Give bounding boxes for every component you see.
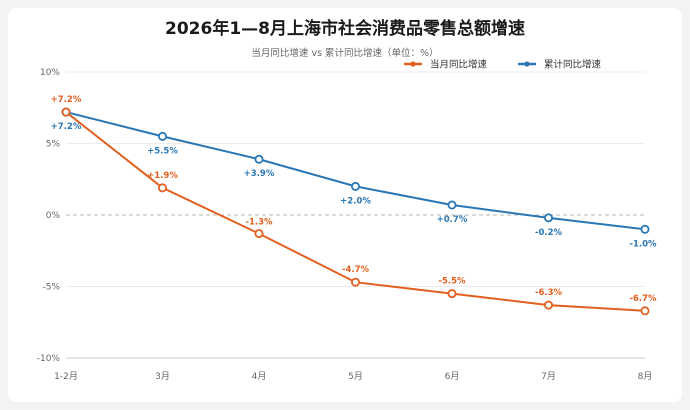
data-point (254, 154, 264, 164)
x-tick-label: 7月 (541, 371, 556, 382)
chart-subtitle: 当月同比增速 vs 累计同比增速（单位：%） (251, 48, 439, 59)
data-point (350, 181, 360, 191)
data-label: -4.7% (342, 265, 370, 275)
data-label: -5.5% (438, 277, 466, 287)
legend-label: 累计同比增速 (544, 59, 602, 71)
x-tick-label: 4月 (252, 371, 267, 382)
data-label: -1.3% (245, 218, 273, 228)
legend-label: 当月同比增速 (430, 59, 488, 71)
data-point (157, 131, 167, 141)
data-point (447, 289, 457, 299)
data-label: -1.0% (629, 239, 657, 249)
data-label: -6.3% (535, 288, 563, 298)
data-label: +7.2% (51, 122, 82, 132)
x-tick-label: 3月 (155, 371, 170, 382)
x-tick-label: 8月 (638, 371, 653, 382)
data-point (254, 229, 264, 239)
data-label: +1.9% (147, 171, 178, 181)
data-point (544, 213, 554, 223)
legend-swatch-dot (410, 61, 416, 67)
data-label: +7.2% (51, 95, 82, 105)
chart-title: 2026年1—8月上海市社会消费品零售总额增速 (165, 19, 525, 39)
legend-swatch-dot (524, 61, 530, 67)
data-point (61, 107, 71, 117)
x-tick-label: 5月 (348, 371, 363, 382)
data-label: +5.5% (147, 146, 178, 156)
data-label: +2.0% (340, 196, 371, 206)
data-point (157, 183, 167, 193)
y-tick-label: 10% (40, 68, 60, 78)
x-tick-label: 6月 (445, 371, 460, 382)
data-point (544, 300, 554, 310)
data-point (350, 277, 360, 287)
data-point (640, 306, 650, 316)
data-label: -6.7% (629, 294, 657, 304)
data-label: -0.2% (535, 228, 563, 238)
data-label: +3.9% (244, 169, 275, 179)
y-tick-label: -10% (37, 354, 61, 364)
chart-card (8, 8, 682, 402)
data-point (447, 200, 457, 210)
data-point (640, 224, 650, 234)
y-tick-label: 5% (46, 140, 61, 150)
y-tick-label: 0% (46, 211, 61, 221)
x-tick-label: 1-2月 (54, 371, 78, 382)
data-label: +0.7% (437, 215, 468, 225)
y-tick-label: -5% (42, 283, 60, 293)
